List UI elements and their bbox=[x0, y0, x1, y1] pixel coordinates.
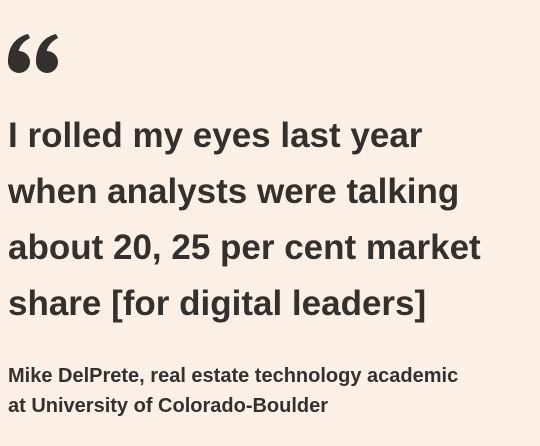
attribution: Mike DelPrete, real estate technology ac… bbox=[8, 361, 458, 421]
quote-line: about 20, 25 per cent market bbox=[8, 228, 481, 267]
attribution-line: Mike DelPrete, real estate technology ac… bbox=[8, 365, 459, 387]
quote-line: I rolled my eyes last year bbox=[8, 116, 423, 155]
quote-text: I rolled my eyes last year when analysts… bbox=[8, 108, 481, 332]
quote-line: share [for digital leaders] bbox=[8, 284, 427, 323]
attribution-line: at University of Colorado-Boulder bbox=[8, 395, 329, 417]
quote-line: when analysts were talking bbox=[8, 172, 460, 211]
quote-icon bbox=[8, 34, 58, 73]
